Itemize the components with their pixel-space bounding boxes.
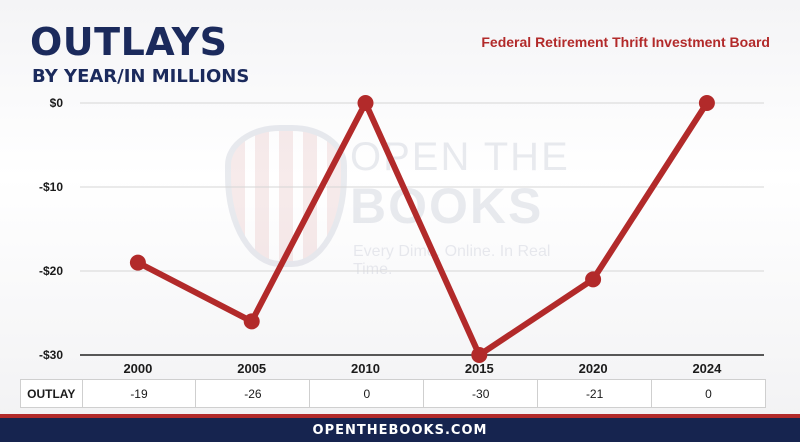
table-cell: -26 xyxy=(196,380,311,407)
x-tick-label: 2020 xyxy=(579,361,608,376)
chart-subtitle: BY YEAR/IN MILLIONS xyxy=(32,66,250,87)
chart-title: OUTLAYS xyxy=(30,20,228,64)
table-cell: 0 xyxy=(705,386,712,401)
table-cell: -30 xyxy=(424,380,539,407)
series-outlay xyxy=(129,95,715,363)
y-tick-label: -$30 xyxy=(39,348,63,362)
x-tick-label: 2024 xyxy=(692,361,722,376)
series-line xyxy=(134,100,710,358)
footer-site-link[interactable]: OPENTHEBOOKS.COM xyxy=(312,422,488,438)
y-tick-label: $0 xyxy=(50,96,64,110)
x-tick-label: 2005 xyxy=(237,361,266,376)
table-cell: -19 xyxy=(83,380,197,407)
data-point xyxy=(357,95,374,111)
y-tick-label: -$10 xyxy=(39,180,63,194)
agency-name: Federal Retirement Thrift Investment Boa… xyxy=(481,34,770,50)
footer-bar: OPENTHEBOOKS.COM xyxy=(0,414,800,442)
table-cell: -21 xyxy=(538,380,653,407)
y-tick-label: -$20 xyxy=(39,264,63,278)
data-table-row: OUTLAY -19 -26 0 -30 -21 0 xyxy=(20,379,766,408)
x-tick-label: 2015 xyxy=(465,361,494,376)
table-row-label: OUTLAY xyxy=(21,380,83,407)
y-axis-ticks: $0 -$10 -$20 -$30 xyxy=(39,96,63,362)
data-point xyxy=(129,254,146,271)
table-cell: 0 xyxy=(310,380,425,407)
x-axis-ticks: 2000 2005 2010 2015 2020 2024 xyxy=(123,361,722,376)
x-tick-label: 2010 xyxy=(351,361,380,376)
data-point xyxy=(471,347,488,363)
data-point xyxy=(585,271,602,288)
data-point xyxy=(243,313,260,330)
x-tick-label: 2000 xyxy=(123,361,152,376)
data-point xyxy=(698,95,715,111)
